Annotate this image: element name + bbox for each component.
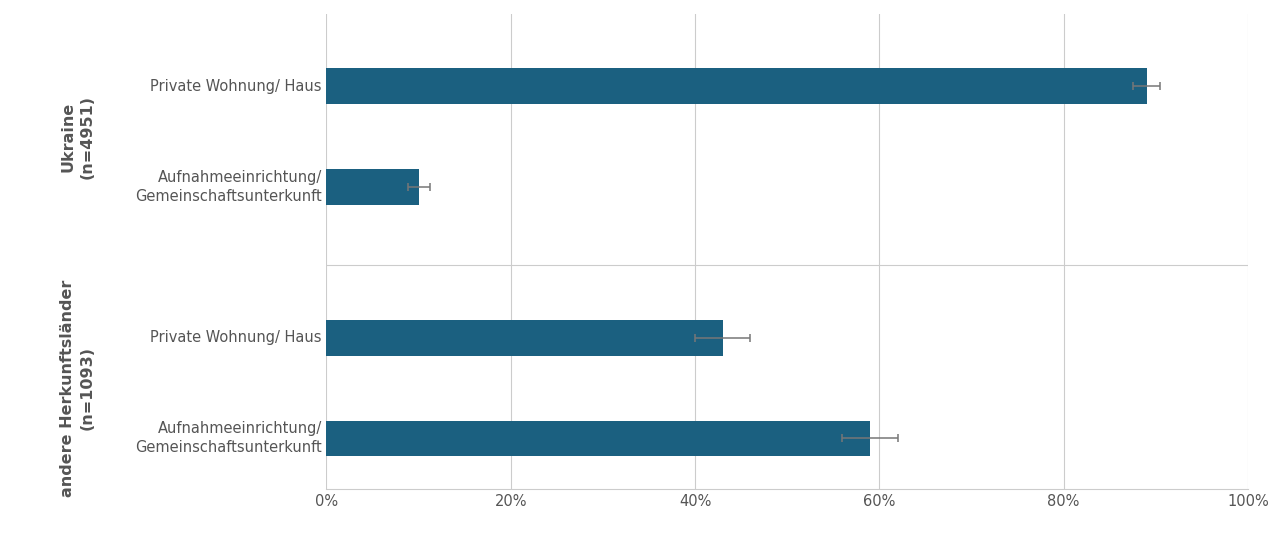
Bar bbox=[326, 169, 419, 205]
Bar bbox=[326, 420, 870, 456]
Text: Private Wohnung/ Haus: Private Wohnung/ Haus bbox=[150, 330, 321, 345]
Bar bbox=[326, 320, 723, 356]
Text: Aufnahmeeinrichtung/
Gemeinschaftsunterkunft: Aufnahmeeinrichtung/ Gemeinschaftsunterk… bbox=[136, 170, 321, 204]
Text: Aufnahmeeinrichtung/
Gemeinschaftsunterkunft: Aufnahmeeinrichtung/ Gemeinschaftsunterk… bbox=[136, 421, 321, 456]
Text: andere Herkunftsländer
(n=1093): andere Herkunftsländer (n=1093) bbox=[60, 280, 95, 497]
Bar bbox=[326, 68, 1147, 104]
Text: Ukraine
(n=4951): Ukraine (n=4951) bbox=[60, 94, 95, 179]
Text: Private Wohnung/ Haus: Private Wohnung/ Haus bbox=[150, 79, 321, 94]
